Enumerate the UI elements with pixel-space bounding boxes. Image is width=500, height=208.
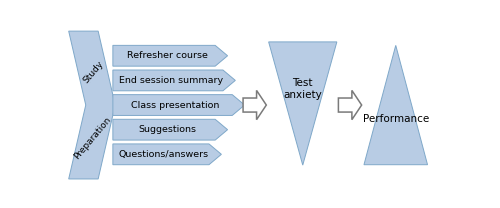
Polygon shape [113, 45, 228, 66]
Polygon shape [268, 42, 337, 165]
Text: Class presentation: Class presentation [132, 100, 220, 110]
Polygon shape [364, 45, 428, 165]
Polygon shape [113, 144, 222, 165]
Text: Questions/answers: Questions/answers [119, 150, 209, 159]
Polygon shape [338, 90, 361, 120]
Polygon shape [113, 95, 244, 115]
Text: Refresher course: Refresher course [126, 51, 208, 60]
Polygon shape [113, 70, 236, 91]
Polygon shape [113, 119, 228, 140]
Text: Preparation: Preparation [72, 115, 113, 161]
Polygon shape [243, 90, 266, 120]
Text: Suggestions: Suggestions [138, 125, 196, 134]
Polygon shape [68, 31, 115, 179]
Text: Performance: Performance [362, 114, 429, 124]
Text: End session summary: End session summary [119, 76, 223, 85]
Text: Test
anxiety: Test anxiety [284, 78, 322, 99]
Text: Study: Study [81, 59, 105, 85]
